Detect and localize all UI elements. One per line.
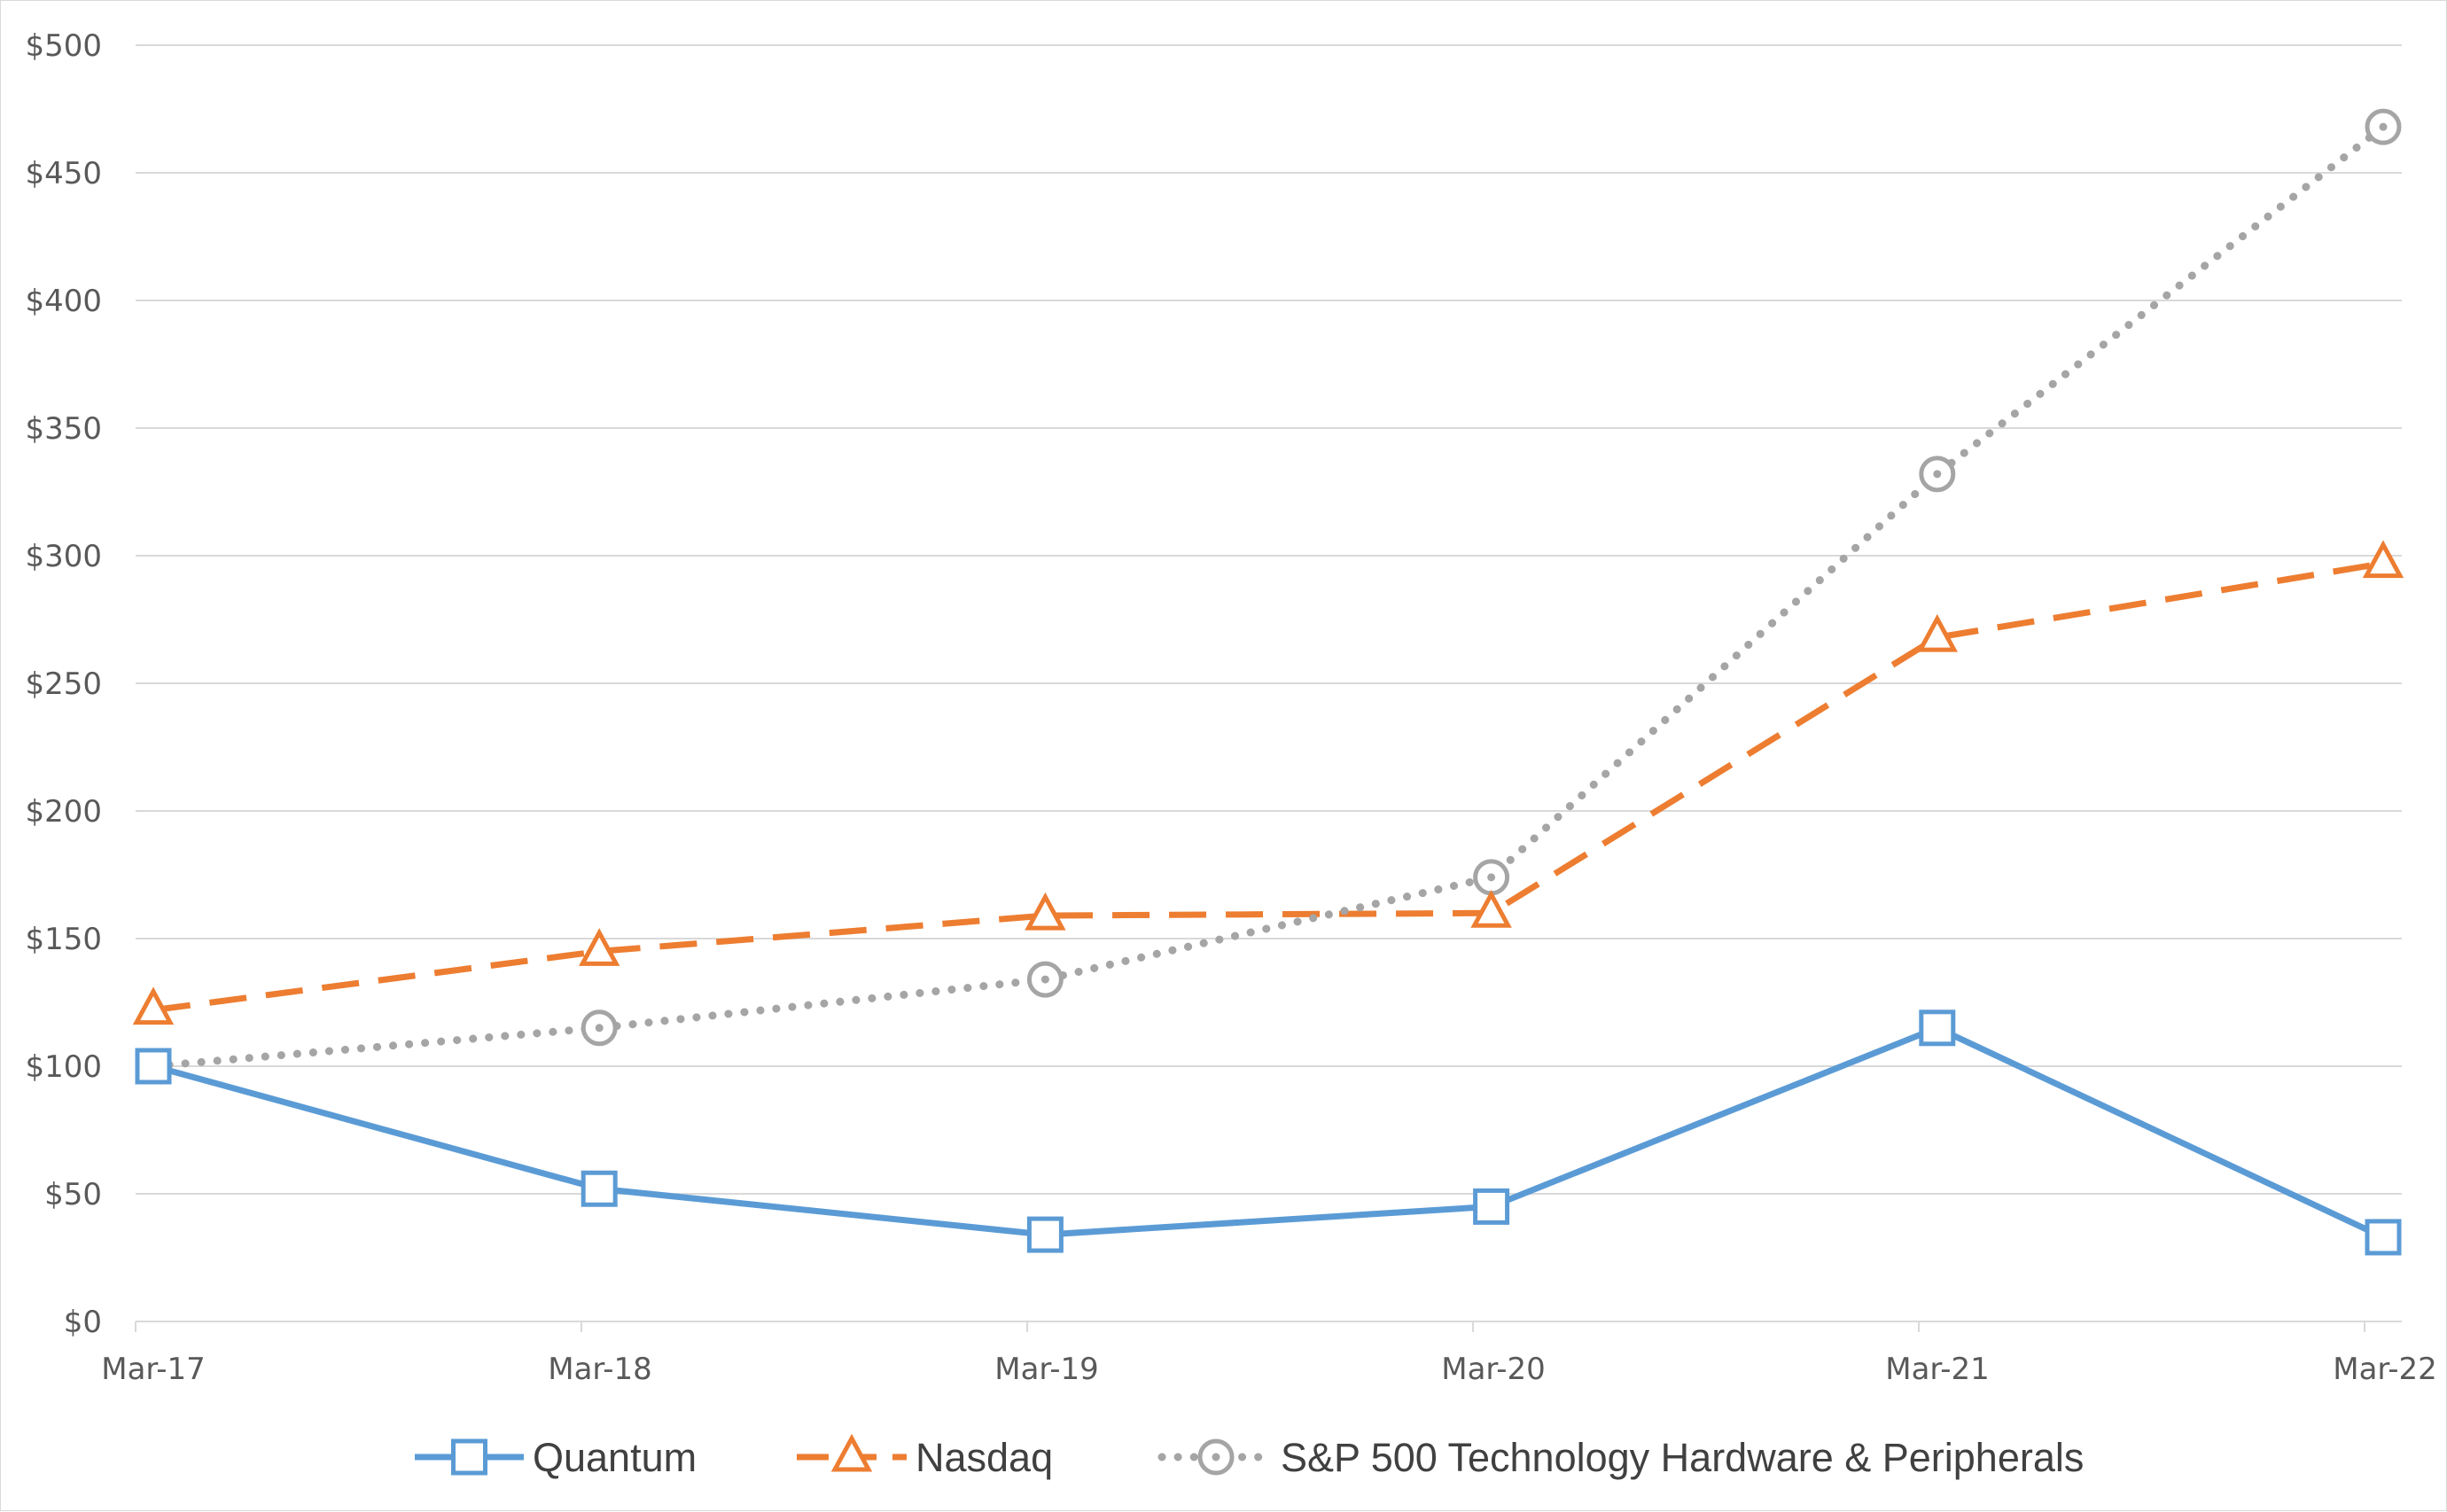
data-point-circle xyxy=(1026,961,1064,998)
data-point-circle xyxy=(581,1009,618,1047)
series-line-triangle xyxy=(152,560,2384,1014)
legend: Quantum Nasdaq S&P 500 Technology Hardware… xyxy=(415,1433,2084,1480)
y-tick-label: $300 xyxy=(25,539,102,574)
legend-label: S&P 500 Technology Hardware & Peripheral… xyxy=(1281,1435,2084,1480)
y-tick-label: $100 xyxy=(25,1049,102,1085)
data-point-triangle xyxy=(132,986,175,1025)
legend-marker-circle xyxy=(1197,1438,1235,1476)
data-point-square xyxy=(135,1048,172,1085)
y-axis-tick-labels: $0 $50 $100 $150 $200 $250 $300 $350 $400 $450 $50… xyxy=(25,28,102,1340)
marker-dot xyxy=(1040,975,1049,984)
x-axis-tick-labels: Mar-17 Mar-18 Mar-19 Mar-20 Mar-21 Mar-22 xyxy=(101,1352,2437,1387)
legend-item: Nasdaq xyxy=(797,1433,1053,1480)
legend-marker-square xyxy=(451,1438,487,1476)
y-tick-label: $200 xyxy=(25,794,102,830)
y-tick-label: $250 xyxy=(25,666,102,702)
legend-item: S&P 500 Technology Hardware & Peripheral… xyxy=(1157,1435,2084,1480)
y-tick-label: $400 xyxy=(25,284,102,319)
legend-label: Quantum xyxy=(533,1435,697,1480)
legend-item: Quantum xyxy=(415,1435,697,1480)
x-tick-label: Mar-22 xyxy=(2333,1352,2437,1387)
data-point-circle xyxy=(1473,859,1510,896)
x-tick-label: Mar-17 xyxy=(101,1352,206,1387)
data-point-circle xyxy=(2365,108,2402,145)
marker-dot xyxy=(2379,122,2388,131)
marker-dot xyxy=(1487,873,1496,882)
data-point-triangle xyxy=(1470,889,1512,928)
series-line-square xyxy=(152,1025,2385,1241)
marker-dot xyxy=(1212,1453,1220,1461)
data-point-triangle xyxy=(1025,892,1066,931)
data-point-square xyxy=(1026,1216,1064,1253)
data-point-triangle xyxy=(2362,540,2404,579)
x-tick-label: Mar-19 xyxy=(994,1352,1099,1387)
series-markers xyxy=(132,108,2404,1256)
legend-label: Nasdaq xyxy=(916,1435,1053,1480)
gridlines xyxy=(136,44,2402,1195)
data-point-square xyxy=(1919,1009,1956,1047)
y-tick-label: $150 xyxy=(25,922,102,957)
x-tick-label: Mar-21 xyxy=(1885,1352,1990,1387)
data-point-triangle xyxy=(1916,613,1959,652)
marker-dot xyxy=(595,1024,604,1033)
data-point-triangle xyxy=(578,928,620,966)
series-lines xyxy=(149,122,2388,1241)
x-axis xyxy=(135,1321,2402,1332)
legend-marker-triangle xyxy=(830,1433,873,1472)
y-tick-label: $450 xyxy=(25,156,102,191)
data-point-circle xyxy=(1919,456,1956,493)
data-point-square xyxy=(1473,1188,1510,1225)
data-point-square xyxy=(581,1170,618,1207)
y-tick-label: $500 xyxy=(25,28,102,64)
marker-dot xyxy=(1933,470,1942,479)
data-point-square xyxy=(2365,1219,2402,1256)
x-tick-label: Mar-20 xyxy=(1441,1352,1546,1387)
x-tick-label: Mar-18 xyxy=(548,1352,652,1387)
y-tick-label: $350 xyxy=(25,411,102,447)
series-line-circle xyxy=(149,122,2388,1071)
y-tick-label: $50 xyxy=(44,1177,102,1212)
y-tick-label: $0 xyxy=(64,1305,102,1340)
